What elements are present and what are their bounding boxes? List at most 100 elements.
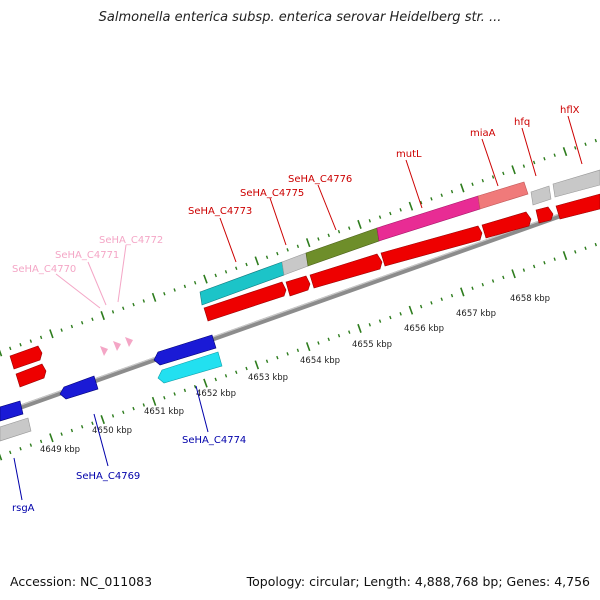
upper-track-tick <box>419 200 423 205</box>
leader-SeHA_C4771 <box>87 261 107 306</box>
gene-label-SeHA_C4771[interactable]: SeHA_C4771 <box>55 250 119 261</box>
upper-track-tick <box>543 157 546 161</box>
gene-label-SeHA_C4776[interactable]: SeHA_C4776 <box>288 174 352 185</box>
gene-label-SeHA_C4770[interactable]: SeHA_C4770 <box>12 264 76 275</box>
lower-track-tick <box>450 293 454 298</box>
upper-track-tick <box>70 324 74 329</box>
cds-red-3[interactable] <box>309 253 383 289</box>
upper-track-tick <box>100 311 105 321</box>
feature-gray-1[interactable] <box>281 252 309 276</box>
upper-track-tick <box>276 251 279 256</box>
upper-track-tick <box>203 274 208 284</box>
cds-blue-3[interactable] <box>0 400 24 422</box>
cds-red-6[interactable] <box>535 206 554 224</box>
lower-track-tick <box>224 374 228 378</box>
lower-track-tick <box>132 406 135 411</box>
leader-hflX <box>567 115 583 165</box>
leader-hfq <box>521 127 537 177</box>
lower-track-tick <box>408 305 414 315</box>
lower-track-tick <box>142 403 145 407</box>
lower-track-tick <box>254 360 260 370</box>
lower-track-tick <box>286 352 289 356</box>
upper-track-tick <box>327 233 330 238</box>
lower-track-tick <box>502 275 505 280</box>
cds-light-cyan[interactable] <box>157 351 223 384</box>
scale-label-4650: 4650 kbp <box>92 426 132 436</box>
gene-label-SeHA_C4769[interactable]: SeHA_C4769 <box>76 471 140 482</box>
cds-red-left-2[interactable] <box>15 363 47 388</box>
lower-track-tick <box>203 378 208 388</box>
scale-label-4658: 4658 kbp <box>510 294 550 304</box>
gene-label-SeHA_C4775[interactable]: SeHA_C4775 <box>240 188 304 199</box>
upper-track-tick <box>111 310 115 314</box>
feature-salmon[interactable] <box>477 181 529 210</box>
lower-track-tick <box>430 301 433 305</box>
cds-red-2[interactable] <box>285 275 311 297</box>
cds-red-left-1[interactable] <box>9 345 43 370</box>
lower-track-tick <box>9 450 12 455</box>
scale-label-4656: 4656 kbp <box>404 324 444 334</box>
upper-track-tick <box>49 329 54 339</box>
upper-track-tick <box>80 321 84 325</box>
scale-label-4649: 4649 kbp <box>40 445 80 455</box>
lower-track-tick <box>348 330 351 334</box>
feature-gray-left[interactable] <box>0 417 32 442</box>
cds-red-5[interactable] <box>481 211 532 239</box>
lower-track-tick <box>183 388 187 393</box>
cds-red-1[interactable] <box>203 281 287 322</box>
cds-red-4[interactable] <box>380 225 483 267</box>
lower-track-tick <box>265 359 269 363</box>
accession-text: Accession: NC_011083 <box>10 574 153 589</box>
lower-track-tick <box>317 341 320 345</box>
tick-tracks <box>0 138 597 461</box>
scale-labels: 4649 kbp 4650 kbp 4651 kbp 4652 kbp 4653… <box>40 294 550 455</box>
lower-track-tick <box>193 384 197 389</box>
lower-track-tick <box>122 410 125 415</box>
gene-label-SeHA_C4774[interactable]: SeHA_C4774 <box>182 435 246 446</box>
lower-track-tick <box>276 355 279 360</box>
upper-track-tick <box>368 219 371 223</box>
lower-track-tick <box>481 282 484 287</box>
lower-track-tick <box>80 425 84 429</box>
lower-track-tick <box>173 392 176 396</box>
leader-SeHA_C4776 <box>317 184 337 231</box>
cds-blue-2[interactable] <box>59 375 99 400</box>
upper-track-tick <box>594 138 597 143</box>
lower-track-tick <box>378 319 382 323</box>
lower-track-tick <box>419 304 423 309</box>
upper-track-tick <box>317 237 320 241</box>
pink-arrow-1[interactable] <box>100 346 108 356</box>
gene-labels: SeHA_C4770 SeHA_C4771 SeHA_C4772 SeHA_C4… <box>12 105 580 514</box>
upper-track-tick <box>562 147 568 157</box>
scale-label-4654: 4654 kbp <box>300 356 340 366</box>
upper-track-tick <box>408 201 414 211</box>
pink-arrow-2[interactable] <box>113 341 121 351</box>
lower-track-tick <box>584 246 587 250</box>
pink-arrow-3[interactable] <box>125 337 133 347</box>
lower-track-tick <box>553 257 556 261</box>
gene-label-miaA[interactable]: miaA <box>470 128 496 139</box>
feature-gray-2[interactable] <box>530 185 552 206</box>
lower-track-tick <box>491 279 495 283</box>
upper-track-tick <box>511 165 516 175</box>
upper-track-tick <box>122 306 125 311</box>
feature-gray-3[interactable] <box>552 169 600 198</box>
gene-label-SeHA_C4772[interactable]: SeHA_C4772 <box>99 235 163 246</box>
lower-track-tick <box>70 428 74 433</box>
lower-track-tick <box>522 268 526 272</box>
gene-label-rsgA[interactable]: rsgA <box>12 503 35 514</box>
upper-track-tick <box>574 146 577 150</box>
upper-track-tick <box>0 349 3 357</box>
cds-blue-1[interactable] <box>153 334 217 366</box>
gene-label-hflX[interactable]: hflX <box>560 105 580 116</box>
gene-label-SeHA_C4773[interactable]: SeHA_C4773 <box>188 206 252 217</box>
upper-track-tick <box>142 299 145 303</box>
leader-SeHA_C4770 <box>55 273 101 309</box>
gene-label-mutL[interactable]: mutL <box>396 149 422 160</box>
cds-red-7[interactable] <box>555 193 600 220</box>
gene-label-hfq[interactable]: hfq <box>514 117 530 128</box>
upper-track-tick <box>553 153 556 157</box>
leader-SeHA_C4769 <box>93 413 109 467</box>
upper-track-tick <box>224 270 228 274</box>
